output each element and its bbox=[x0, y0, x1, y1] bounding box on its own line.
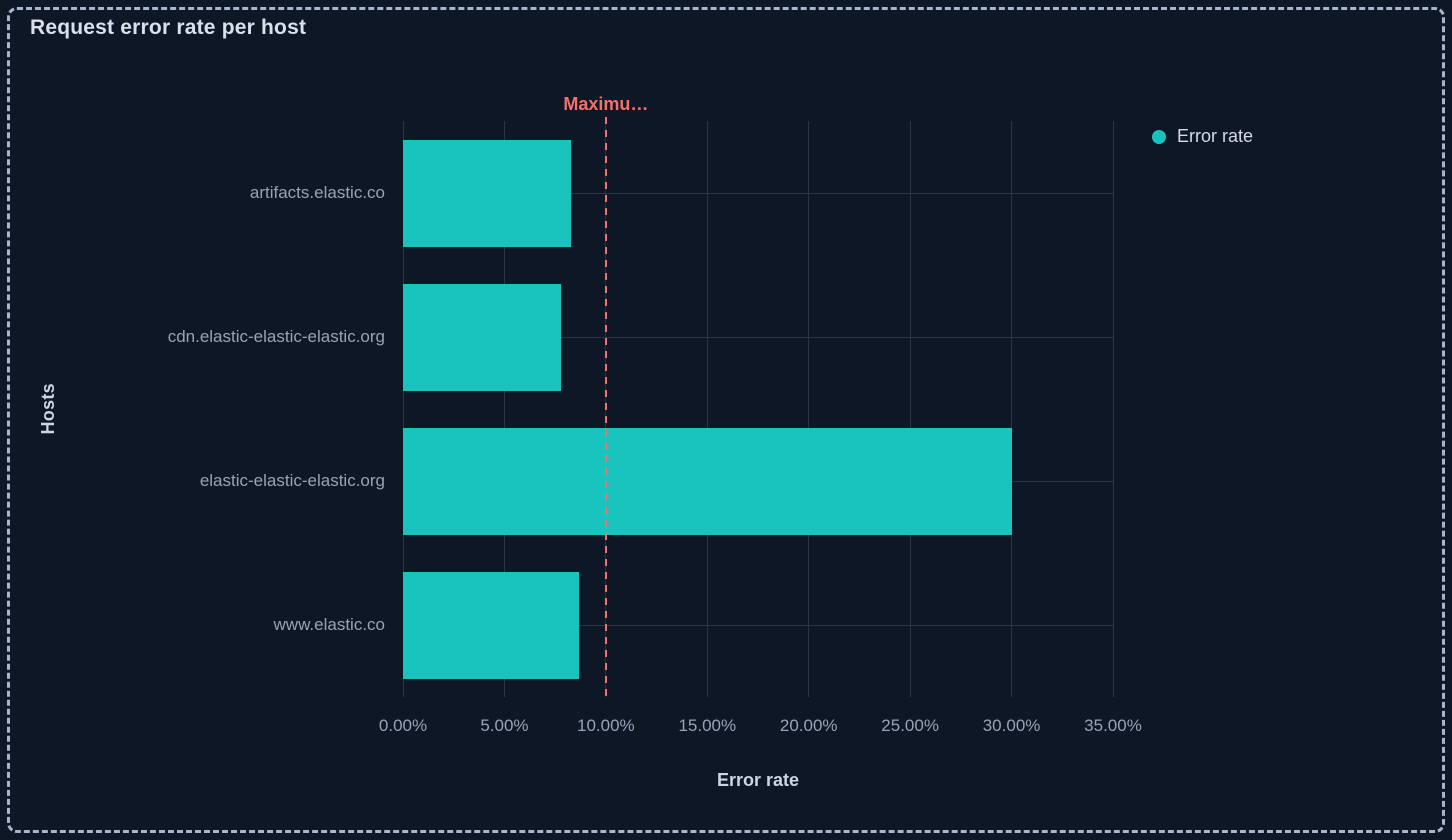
legend-series-label: Error rate bbox=[1177, 126, 1254, 146]
x-axis-tick-label: 5.00% bbox=[480, 716, 529, 735]
legend-item-error-rate[interactable]: Error rate bbox=[1152, 126, 1253, 147]
x-axis-tick-label: 35.00% bbox=[1084, 716, 1142, 735]
y-axis-category-label: elastic-elastic-elastic.org bbox=[199, 471, 385, 490]
y-axis-category-label: www.elastic.co bbox=[273, 615, 385, 634]
horizontal-gridline bbox=[403, 336, 1113, 338]
panel-title: Request error rate per host bbox=[30, 16, 307, 39]
vertical-gridline bbox=[402, 121, 404, 697]
x-axis-tick-label: 10.00% bbox=[577, 716, 635, 735]
x-axis-tick-label: 25.00% bbox=[881, 716, 939, 735]
bar-www.elastic.co[interactable] bbox=[403, 571, 580, 679]
vertical-gridline bbox=[1112, 121, 1114, 697]
vertical-gridline bbox=[706, 121, 708, 697]
x-axis-tick-label: 15.00% bbox=[678, 716, 737, 735]
horizontal-gridline bbox=[403, 624, 1113, 626]
bar-elastic-elastic-elastic.org[interactable] bbox=[403, 427, 1012, 535]
horizontal-gridline bbox=[403, 192, 1113, 194]
plot-area bbox=[402, 117, 1114, 698]
annotation-label-row: Maximu… bbox=[403, 94, 1113, 118]
y-axis-category-label: artifacts.elastic.co bbox=[249, 183, 385, 202]
bar-cdn.elastic-elastic-elastic.org[interactable] bbox=[403, 283, 562, 391]
y-axis-category-labels: artifacts.elastic.co cdn.elastic-elastic-… bbox=[0, 121, 385, 697]
x-axis-tick-label: 30.00% bbox=[982, 716, 1041, 735]
x-axis-title: Error rate bbox=[716, 770, 800, 790]
annotation-threshold-line bbox=[604, 117, 607, 698]
x-axis-tick-labels: 0.00% 5.00% 10.00% 15.00% 20.00% 25.00% 30.00%… bbox=[379, 713, 1142, 739]
vertical-gridline bbox=[808, 121, 810, 697]
annotation-label: Maximu… bbox=[563, 94, 649, 114]
vertical-gridline bbox=[1011, 121, 1013, 697]
legend-series-dot-icon bbox=[1152, 129, 1166, 144]
x-axis-tick-label: 0.00% bbox=[378, 716, 428, 735]
vertical-gridline bbox=[503, 121, 505, 697]
vertical-gridline bbox=[909, 121, 911, 697]
x-axis-tick-label: 20.00% bbox=[779, 716, 838, 735]
y-axis-category-label: cdn.elastic-elastic-elastic.org bbox=[167, 327, 385, 346]
bar-artifacts.elastic.co[interactable] bbox=[403, 139, 572, 247]
